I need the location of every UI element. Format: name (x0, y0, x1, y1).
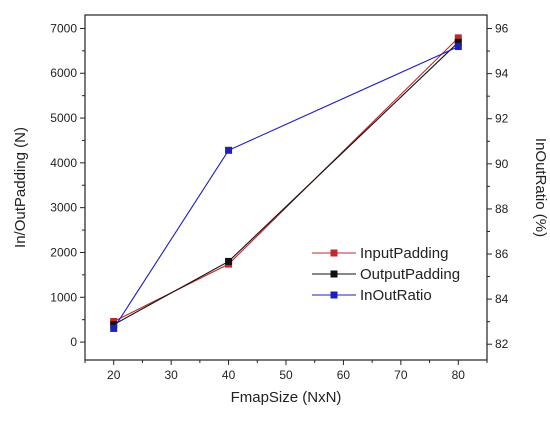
y-tick-label: 1000 (50, 290, 77, 304)
legend-label: OutputPadding (360, 266, 460, 283)
x-axis-label: FmapSize (NxN) (231, 389, 342, 406)
data-point-InOutRatio (110, 324, 118, 332)
y-tick-label: 6000 (50, 66, 77, 80)
data-point-OutputPadding (110, 321, 118, 329)
legend-marker (330, 291, 338, 299)
plot-series (110, 34, 462, 332)
data-point-InOutRatio (454, 43, 462, 51)
y2-tick-label: 84 (495, 292, 509, 306)
y-tick-label: 5000 (50, 111, 77, 125)
y-tick-label: 0 (70, 335, 77, 349)
x-tick-label: 20 (107, 368, 121, 382)
y2-tick-label: 94 (495, 67, 509, 81)
legend-item: InputPadding (312, 245, 448, 262)
data-point-InOutRatio (225, 146, 233, 154)
y-tick-label: 7000 (50, 21, 77, 35)
y2-tick-label: 82 (495, 337, 509, 351)
plot-frame (84, 14, 488, 361)
legend-label: InputPadding (360, 245, 448, 262)
x-tick-label: 30 (164, 368, 178, 382)
x-tick-label: 60 (337, 368, 351, 382)
series-InOutRatio (110, 43, 462, 332)
y-tick-label: 2000 (50, 245, 77, 259)
series-OutputPadding (110, 38, 462, 329)
legend-item: OutputPadding (312, 266, 460, 283)
data-point-OutputPadding (225, 257, 233, 265)
y2-tick-label: 90 (495, 157, 509, 171)
x-tick-label: 80 (452, 368, 466, 382)
data-point-OutputPadding (454, 38, 462, 46)
x-tick-label: 50 (279, 368, 293, 382)
y-axis-label: In/OutPadding (N) (12, 127, 29, 248)
x-tick-label: 40 (222, 368, 236, 382)
y2-tick-label: 96 (495, 22, 509, 36)
y-tick-label: 3000 (50, 201, 77, 215)
legend-marker (330, 270, 338, 278)
data-point-InputPadding (454, 34, 462, 42)
legend-marker (330, 249, 338, 257)
legend: InputPadding OutputPadding InOutRatio (312, 245, 460, 304)
y-tick-label: 4000 (50, 156, 77, 170)
y2-axis-label: InOutRatio (%) (532, 138, 549, 237)
legend-label: InOutRatio (360, 287, 432, 304)
legend-item: InOutRatio (312, 287, 432, 304)
y2-tick-label: 86 (495, 247, 509, 261)
y2-tick-label: 92 (495, 112, 509, 126)
axes: 20 30 40 50 60 70 80 0 1000 2000 3000 4000 5000 6000 7… (50, 14, 509, 382)
y2-tick-label: 88 (495, 202, 509, 216)
x-tick-label: 70 (394, 368, 408, 382)
